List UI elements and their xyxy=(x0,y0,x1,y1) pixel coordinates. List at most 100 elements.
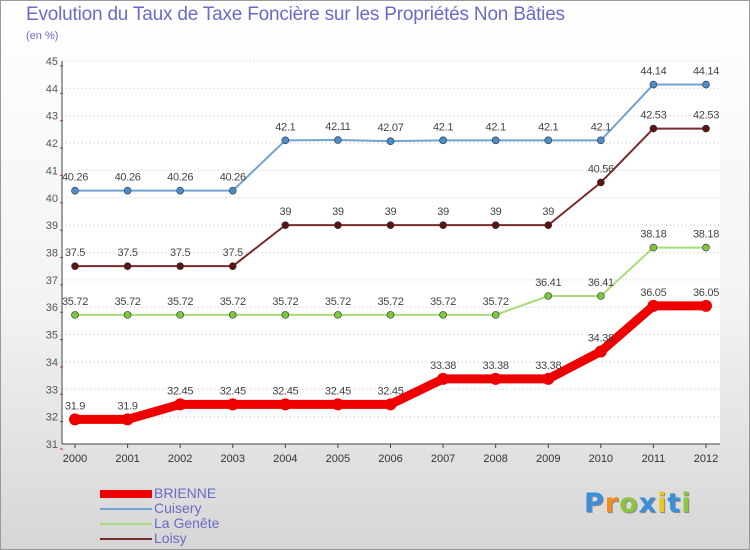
data-label: 32.45 xyxy=(377,385,403,397)
series-loisy: 37.5 37.5 37.5 37.5 39 39 39 39 39 39 40.56 42.53 42… xyxy=(65,110,719,270)
data-label: 36.41 xyxy=(535,277,561,289)
data-label: 39 xyxy=(542,206,554,218)
data-point xyxy=(439,311,447,319)
data-label: 35.72 xyxy=(220,296,246,308)
data-point xyxy=(281,311,290,319)
data-label: 35.72 xyxy=(167,296,193,308)
data-point xyxy=(544,221,553,229)
data-label: 35.72 xyxy=(483,296,509,308)
data-point xyxy=(702,243,710,252)
data-point xyxy=(228,311,237,319)
data-label: 31.9 xyxy=(117,400,137,412)
data-point xyxy=(542,372,555,385)
data-label: 44.14 xyxy=(640,66,666,78)
y-tick-label: 43 xyxy=(46,111,58,123)
data-point xyxy=(649,243,658,252)
data-point xyxy=(176,311,184,319)
data-label: 37.5 xyxy=(117,247,137,259)
data-point xyxy=(491,136,500,145)
data-label: 36.05 xyxy=(693,287,719,299)
data-point xyxy=(437,372,450,385)
data-label: 42.53 xyxy=(693,110,719,122)
y-tick-label: 45 xyxy=(46,56,58,68)
data-label: 42.1 xyxy=(486,121,506,133)
data-point xyxy=(544,292,553,300)
data-label: 32.45 xyxy=(167,385,193,397)
data-label: 42.07 xyxy=(377,122,403,134)
y-tick-label: 33 xyxy=(46,384,58,396)
series-group: 40.26 40.26 40.26 40.26 42.1 42.11 42.07 42.1 42… xyxy=(62,66,719,426)
legend-item: La Genête xyxy=(100,516,219,531)
data-label: 34.38 xyxy=(588,333,614,345)
data-label: 39 xyxy=(437,206,449,218)
data-point xyxy=(71,262,79,270)
data-label: 42.53 xyxy=(640,110,666,122)
data-label: 40.56 xyxy=(588,163,614,175)
data-label: 42.1 xyxy=(275,121,295,133)
data-label: 40.26 xyxy=(167,172,193,184)
data-label: 31.9 xyxy=(65,400,85,412)
data-point xyxy=(491,221,500,229)
data-label: 37.5 xyxy=(223,247,243,259)
data-point xyxy=(439,221,447,229)
data-point xyxy=(279,398,292,411)
y-tick-label: 32 xyxy=(46,412,58,424)
x-tick-label: 2007 xyxy=(431,453,455,465)
data-point xyxy=(228,262,237,270)
data-label: 40.26 xyxy=(115,172,141,184)
data-point xyxy=(226,398,239,411)
x-tick-label: 2009 xyxy=(536,453,560,465)
data-label: 33.38 xyxy=(483,360,509,372)
x-tick-label: 2010 xyxy=(589,453,613,465)
data-label: 32.45 xyxy=(220,385,246,397)
data-label: 35.72 xyxy=(325,296,351,308)
data-point xyxy=(597,136,605,145)
legend: BRIENNE Cuisery La Genête Loisy xyxy=(100,486,219,546)
legend-item: Loisy xyxy=(100,531,219,546)
series-cuisery: 40.26 40.26 40.26 40.26 42.1 42.11 42.07 42.1 42… xyxy=(62,66,719,195)
legend-label: Cuisery xyxy=(154,500,202,516)
data-point xyxy=(228,186,237,195)
x-tick-label: 2000 xyxy=(63,453,87,465)
y-tick-label: 36 xyxy=(46,302,58,314)
legend-item: BRIENNE xyxy=(100,486,219,501)
x-tick-label: 2004 xyxy=(273,453,297,465)
data-label: 39 xyxy=(385,206,397,218)
data-point xyxy=(121,413,134,426)
data-label: 39 xyxy=(490,206,502,218)
x-tick-label: 2011 xyxy=(642,453,666,465)
data-label: 35.72 xyxy=(272,296,298,308)
data-point xyxy=(281,136,290,145)
x-tick-label: 2001 xyxy=(115,453,139,465)
data-label: 39 xyxy=(332,206,344,218)
data-label: 37.5 xyxy=(170,247,190,259)
data-point xyxy=(544,136,553,145)
data-point xyxy=(702,124,710,133)
y-tick-label: 40 xyxy=(46,193,58,205)
data-point xyxy=(702,80,710,89)
data-label: 33.38 xyxy=(535,360,561,372)
data-point xyxy=(597,292,605,300)
data-point xyxy=(491,311,500,319)
data-point xyxy=(281,221,290,229)
y-tick-label: 31 xyxy=(46,439,58,451)
data-label: 35.72 xyxy=(377,296,403,308)
data-label: 35.72 xyxy=(430,296,456,308)
legend-label: BRIENNE xyxy=(154,485,217,501)
x-tick-label: 2008 xyxy=(483,453,507,465)
data-label: 40.26 xyxy=(220,172,246,184)
proxiti-logo: Proxiti xyxy=(584,488,692,519)
unit-label: (en %) xyxy=(26,30,59,42)
legend-swatch xyxy=(100,522,152,525)
data-label: 42.1 xyxy=(538,121,558,133)
y-tick-label: 41 xyxy=(46,165,58,177)
data-point xyxy=(174,398,187,411)
chart-title: Evolution du Taux de Taxe Foncière sur l… xyxy=(26,4,565,25)
legend-swatch xyxy=(100,537,152,540)
data-label: 35.72 xyxy=(62,296,88,308)
x-tick-label: 2006 xyxy=(378,453,402,465)
axes: 31 32 33 34 35 36 37 38 39 40 41 42 43 44 45 2000 2001 20… xyxy=(46,56,720,465)
x-tick-label: 2002 xyxy=(168,453,192,465)
data-point xyxy=(489,372,502,385)
